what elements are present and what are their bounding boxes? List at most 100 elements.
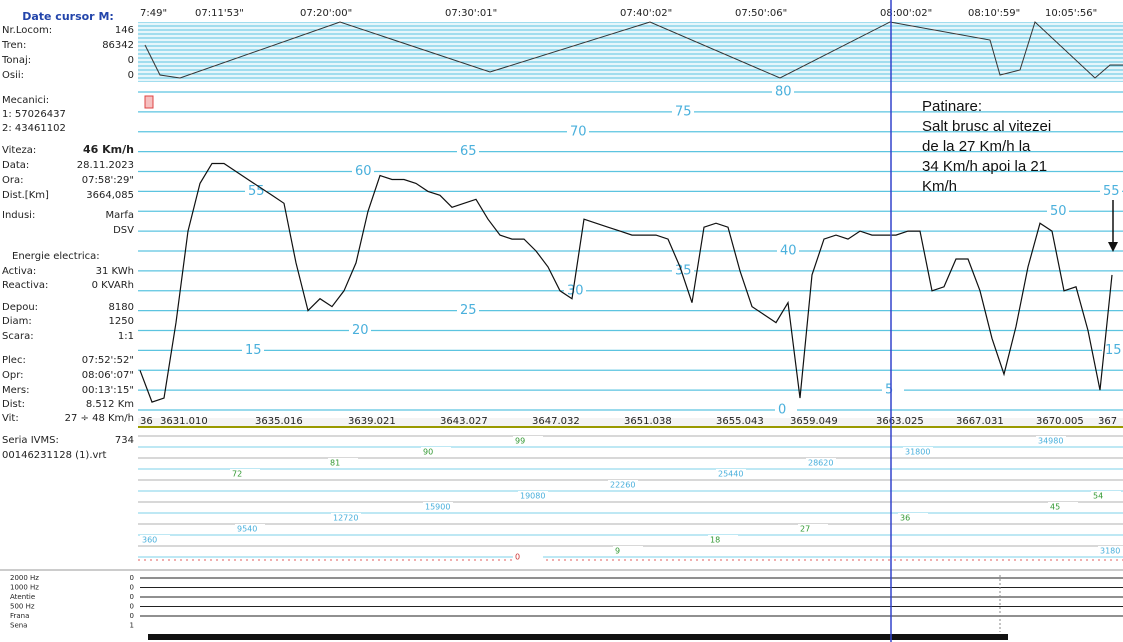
label-bg <box>716 469 746 479</box>
lower-label: 31800 <box>905 448 930 457</box>
info-label: Mers: <box>2 385 29 396</box>
lower-label: 360 <box>142 536 157 545</box>
info-label: 00146231128 (1).vrt <box>2 450 107 461</box>
speed-label: 0 <box>778 403 786 418</box>
label-bg <box>140 535 170 545</box>
info-label: Tren: <box>1 40 26 51</box>
info-label: Osii: <box>2 70 24 81</box>
lower-label: 9 <box>615 547 620 556</box>
speed-label: 55 <box>248 184 265 199</box>
info-value: 0 <box>128 70 134 81</box>
speed-label: 20 <box>352 323 369 338</box>
label-bg <box>882 383 904 398</box>
info-label: Opr: <box>2 370 24 381</box>
info-value: 07:58':29" <box>82 175 134 186</box>
annotation: 34 Km/h apoi la 21 <box>922 158 1047 175</box>
label-bg <box>567 124 589 139</box>
label-bg <box>775 403 797 417</box>
info-value: 0 KVARh <box>92 280 134 291</box>
label-bg <box>230 469 260 479</box>
time-label: 07:50':06" <box>735 8 787 19</box>
label-bg <box>1098 546 1123 556</box>
time-label: 10:05':56" <box>1045 8 1097 19</box>
label-bg <box>798 524 828 534</box>
signal-value: 1 <box>130 622 134 630</box>
lower-label: 72 <box>232 470 242 479</box>
signal-name: 1000 Hz <box>10 584 39 592</box>
info-label: Nr.Locom: <box>2 25 52 36</box>
label-bg <box>513 436 543 446</box>
info-value: 8.512 Km <box>86 399 134 410</box>
distance-label: 36 <box>140 416 153 427</box>
label-bg <box>708 535 738 545</box>
info-label: Energie electrica: <box>12 251 100 262</box>
speed-label: 80 <box>775 85 792 100</box>
info-label: Viteza: <box>2 145 36 156</box>
arrow-head <box>1108 242 1118 252</box>
speed-label: 65 <box>460 144 477 159</box>
info-label: Dist.[Km] <box>2 190 49 201</box>
distance-label: 3635.016 <box>255 416 303 427</box>
info-label: Mecanici: <box>2 95 49 106</box>
info-label: Activa: <box>2 266 36 277</box>
label-bg <box>1036 436 1066 446</box>
label-bg <box>1047 204 1069 219</box>
lower-label: 28620 <box>808 459 833 468</box>
speed-label: 50 <box>1050 204 1067 219</box>
info-label: Vit: <box>2 413 19 424</box>
info-value: 734 <box>115 435 134 446</box>
speed-label: 70 <box>570 124 587 139</box>
label-bg <box>1091 491 1121 501</box>
label-bg <box>903 447 933 457</box>
speed-label: 25 <box>460 303 477 318</box>
lower-label: 15900 <box>425 503 450 512</box>
info-value: 27 ÷ 48 Km/h <box>65 413 134 424</box>
info-value: DSV <box>113 225 134 236</box>
lower-label: 25440 <box>718 470 743 479</box>
info-label: Indusi: <box>2 210 35 221</box>
distance-label: 3639.021 <box>348 416 396 427</box>
info-value: 00:13':15" <box>82 385 134 396</box>
label-bg <box>235 524 265 534</box>
label-bg <box>242 343 264 358</box>
info-label: Plec: <box>2 355 26 366</box>
label-bg <box>352 164 374 179</box>
lower-label: 22260 <box>610 481 635 490</box>
annotation: Patinare: <box>922 98 982 115</box>
distance-label: 3651.038 <box>624 416 672 427</box>
distance-band <box>138 418 1123 426</box>
label-bg <box>613 546 643 556</box>
info-value: 07:52':52" <box>82 355 134 366</box>
label-bg <box>1102 343 1123 358</box>
label-bg <box>331 513 361 523</box>
lower-label: 19080 <box>520 492 545 501</box>
marker <box>144 95 154 109</box>
distance-label: 3663.025 <box>876 416 924 427</box>
label-bg <box>772 85 794 99</box>
label-bg <box>421 447 451 457</box>
lower-label: 45 <box>1050 503 1060 512</box>
label-bg <box>806 458 836 468</box>
lower-label: 18 <box>710 536 720 545</box>
annotation: de la 27 Km/h la <box>922 138 1031 155</box>
label-bg <box>328 458 358 468</box>
distance-label: 3655.043 <box>716 416 764 427</box>
lower-label: 12720 <box>333 514 358 523</box>
label-bg <box>513 552 543 562</box>
speed-label: 15 <box>245 343 262 358</box>
lower-label: 27 <box>800 525 810 534</box>
time-curve <box>144 21 1123 79</box>
label-bg <box>349 323 371 338</box>
label-bg <box>1048 502 1078 512</box>
time-label: 07:20':00" <box>300 8 352 19</box>
signal-bar <box>148 634 1008 640</box>
speed-label: 30 <box>567 283 584 298</box>
info-value: 0 <box>128 55 134 66</box>
info-value: 28.11.2023 <box>77 160 134 171</box>
info-value: Marfa <box>105 210 134 221</box>
label-bg <box>672 104 694 119</box>
label-bg <box>564 283 586 298</box>
annotation: Km/h <box>922 178 957 195</box>
signal-value: 0 <box>130 593 134 601</box>
